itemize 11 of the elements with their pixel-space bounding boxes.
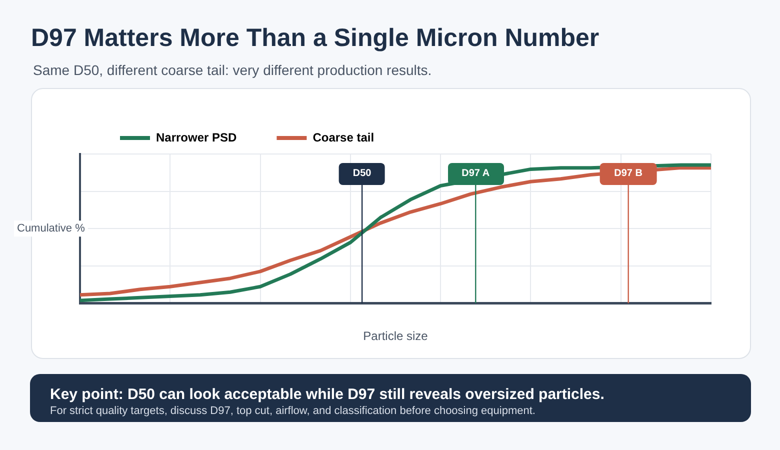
chart-subtitle: Same D50, different coarse tail: very different production results. — [33, 62, 432, 78]
x-axis-title: Particle size — [363, 329, 428, 344]
legend-label: Narrower PSD — [156, 130, 238, 144]
annotation: D97 B — [600, 163, 657, 185]
legend-label: Coarse tail — [312, 130, 374, 144]
annotation: D50 — [338, 163, 386, 185]
annotation: D97 A — [448, 163, 504, 185]
text: For strict quality targets, discuss D97, top cut, airflow, and classification before choosing equipment. — [50, 405, 536, 417]
chart-title: D97 Matters More Than a Single Micron Number — [31, 24, 600, 53]
y-axis-title: Cumulative % — [17, 222, 86, 235]
text: Key point: D50 can look acceptable while D97 still reveals oversized particles. — [50, 386, 604, 403]
